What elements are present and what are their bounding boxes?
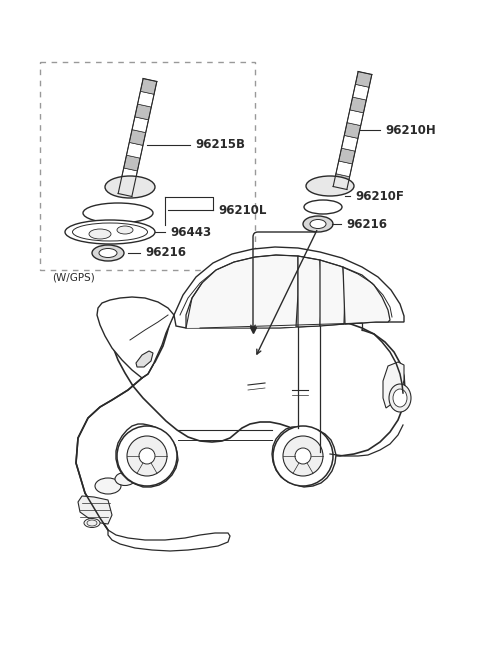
Text: 96210F: 96210F [355, 189, 404, 202]
Polygon shape [118, 181, 134, 196]
Polygon shape [355, 71, 372, 87]
Polygon shape [339, 148, 355, 164]
Ellipse shape [95, 478, 121, 494]
Ellipse shape [99, 248, 117, 257]
Ellipse shape [310, 219, 326, 229]
Polygon shape [344, 122, 361, 138]
Ellipse shape [303, 216, 333, 232]
Circle shape [295, 448, 311, 464]
Polygon shape [129, 130, 146, 145]
Circle shape [127, 436, 167, 476]
Polygon shape [136, 351, 153, 367]
Polygon shape [76, 305, 405, 530]
Circle shape [273, 426, 333, 486]
Polygon shape [320, 260, 345, 326]
Ellipse shape [304, 200, 342, 214]
Polygon shape [272, 427, 336, 487]
Polygon shape [383, 362, 404, 408]
Ellipse shape [306, 176, 354, 196]
Polygon shape [333, 174, 349, 189]
Ellipse shape [83, 203, 153, 223]
Polygon shape [343, 267, 390, 324]
Ellipse shape [393, 389, 407, 407]
Text: 96216: 96216 [145, 246, 186, 259]
Polygon shape [138, 91, 154, 107]
Polygon shape [174, 247, 404, 328]
Bar [40, 62, 255, 270]
Circle shape [139, 448, 155, 464]
Polygon shape [186, 255, 298, 328]
Ellipse shape [92, 245, 124, 261]
Polygon shape [78, 496, 112, 524]
Ellipse shape [389, 384, 411, 412]
Ellipse shape [117, 226, 133, 234]
Polygon shape [336, 161, 352, 177]
Text: 96216: 96216 [346, 217, 387, 231]
Polygon shape [135, 104, 151, 120]
Polygon shape [350, 97, 366, 113]
Polygon shape [132, 117, 148, 132]
Polygon shape [124, 155, 140, 171]
Polygon shape [108, 530, 230, 551]
Ellipse shape [89, 229, 111, 239]
Polygon shape [97, 297, 174, 378]
Polygon shape [140, 79, 157, 94]
Polygon shape [121, 168, 137, 183]
Text: 96215B: 96215B [195, 138, 245, 151]
Ellipse shape [84, 519, 100, 527]
Polygon shape [353, 84, 369, 100]
Ellipse shape [105, 176, 155, 198]
Polygon shape [341, 136, 358, 151]
Text: 96443: 96443 [170, 225, 211, 238]
Polygon shape [298, 256, 322, 327]
Circle shape [283, 436, 323, 476]
Ellipse shape [115, 472, 135, 485]
Ellipse shape [87, 520, 97, 526]
Polygon shape [116, 424, 178, 487]
Circle shape [117, 426, 177, 486]
Text: (W/GPS): (W/GPS) [52, 272, 95, 282]
Polygon shape [127, 142, 143, 158]
Ellipse shape [65, 220, 155, 244]
Polygon shape [347, 110, 363, 126]
Text: 96210L: 96210L [218, 204, 266, 217]
Text: 96210H: 96210H [385, 124, 436, 136]
